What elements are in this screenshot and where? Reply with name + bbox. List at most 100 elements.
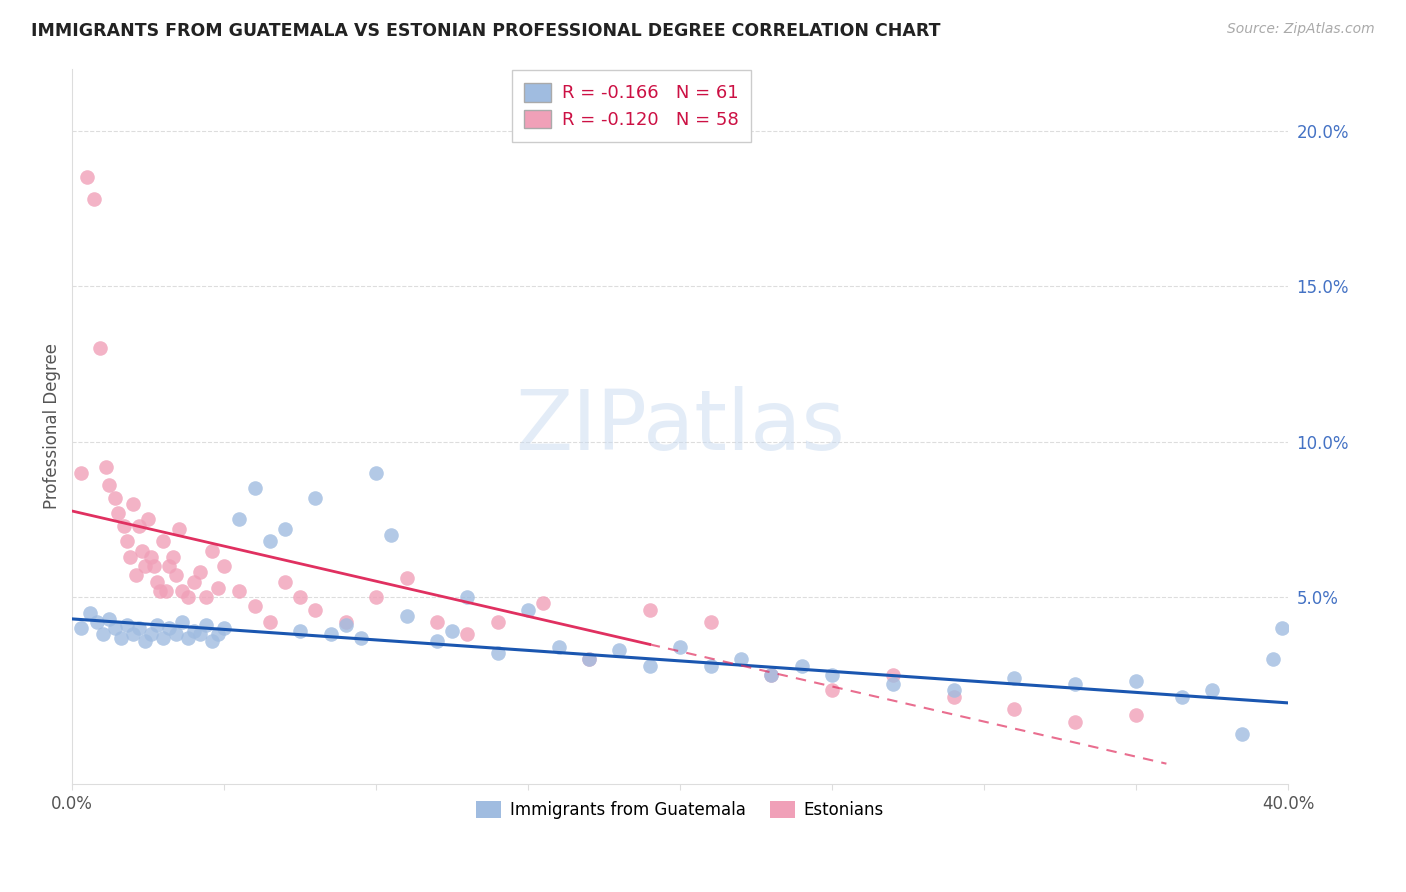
Point — [97, 478, 120, 492]
Point — [170, 583, 193, 598]
Point — [547, 640, 569, 654]
Point — [201, 543, 224, 558]
Text: IMMIGRANTS FROM GUATEMALA VS ESTONIAN PROFESSIONAL DEGREE CORRELATION CHART: IMMIGRANTS FROM GUATEMALA VS ESTONIAN PR… — [31, 22, 941, 40]
Point — [882, 668, 904, 682]
Point — [304, 602, 326, 616]
Point — [335, 618, 357, 632]
Point — [228, 512, 250, 526]
Point — [1004, 671, 1026, 685]
Point — [730, 652, 752, 666]
Point — [243, 599, 266, 614]
Point — [89, 342, 111, 356]
Point — [426, 633, 449, 648]
Point — [1170, 690, 1192, 704]
Point — [162, 549, 184, 564]
Point — [141, 627, 163, 641]
Point — [159, 621, 181, 635]
Point — [165, 568, 187, 582]
Point — [243, 481, 266, 495]
Point — [517, 602, 540, 616]
Point — [942, 690, 965, 704]
Point — [290, 590, 312, 604]
Point — [177, 590, 200, 604]
Point — [131, 543, 153, 558]
Point — [201, 633, 224, 648]
Point — [83, 192, 105, 206]
Point — [761, 668, 783, 682]
Point — [146, 618, 169, 632]
Point — [79, 606, 101, 620]
Point — [115, 618, 138, 632]
Y-axis label: Professional Degree: Professional Degree — [44, 343, 60, 509]
Point — [1271, 621, 1294, 635]
Point — [790, 658, 813, 673]
Point — [456, 627, 478, 641]
Point — [366, 590, 388, 604]
Point — [170, 615, 193, 629]
Point — [118, 549, 141, 564]
Point — [699, 615, 721, 629]
Point — [183, 624, 205, 639]
Point — [183, 574, 205, 589]
Text: Source: ZipAtlas.com: Source: ZipAtlas.com — [1227, 22, 1375, 37]
Point — [395, 608, 418, 623]
Point — [112, 518, 135, 533]
Point — [122, 497, 145, 511]
Point — [290, 624, 312, 639]
Point — [97, 612, 120, 626]
Point — [167, 522, 190, 536]
Point — [212, 559, 235, 574]
Point — [76, 170, 98, 185]
Point — [531, 596, 554, 610]
Point — [134, 559, 156, 574]
Point — [115, 534, 138, 549]
Point — [1004, 702, 1026, 716]
Point — [152, 534, 174, 549]
Point — [128, 518, 150, 533]
Point — [350, 631, 373, 645]
Point — [1261, 652, 1284, 666]
Point — [578, 652, 600, 666]
Point — [669, 640, 692, 654]
Point — [1064, 677, 1087, 691]
Point — [761, 668, 783, 682]
Point — [194, 618, 217, 632]
Point — [821, 668, 844, 682]
Point — [274, 522, 297, 536]
Point — [110, 631, 132, 645]
Point — [177, 631, 200, 645]
Point — [165, 627, 187, 641]
Point — [104, 621, 127, 635]
Point — [207, 581, 229, 595]
Point — [91, 627, 114, 641]
Point — [441, 624, 464, 639]
Point — [228, 583, 250, 598]
Point — [1125, 674, 1147, 689]
Point — [122, 627, 145, 641]
Point — [86, 615, 108, 629]
Point — [304, 491, 326, 505]
Point — [94, 459, 117, 474]
Point — [942, 683, 965, 698]
Point — [366, 466, 388, 480]
Point — [159, 559, 181, 574]
Point — [395, 572, 418, 586]
Point — [188, 627, 211, 641]
Point — [70, 621, 93, 635]
Point — [207, 627, 229, 641]
Point — [607, 643, 630, 657]
Point — [1064, 714, 1087, 729]
Point — [212, 621, 235, 635]
Point — [259, 615, 281, 629]
Point — [578, 652, 600, 666]
Point — [134, 633, 156, 648]
Point — [699, 658, 721, 673]
Point — [380, 528, 402, 542]
Point — [128, 621, 150, 635]
Point — [426, 615, 449, 629]
Point — [107, 506, 129, 520]
Point — [486, 615, 509, 629]
Point — [136, 512, 159, 526]
Point — [194, 590, 217, 604]
Point — [188, 566, 211, 580]
